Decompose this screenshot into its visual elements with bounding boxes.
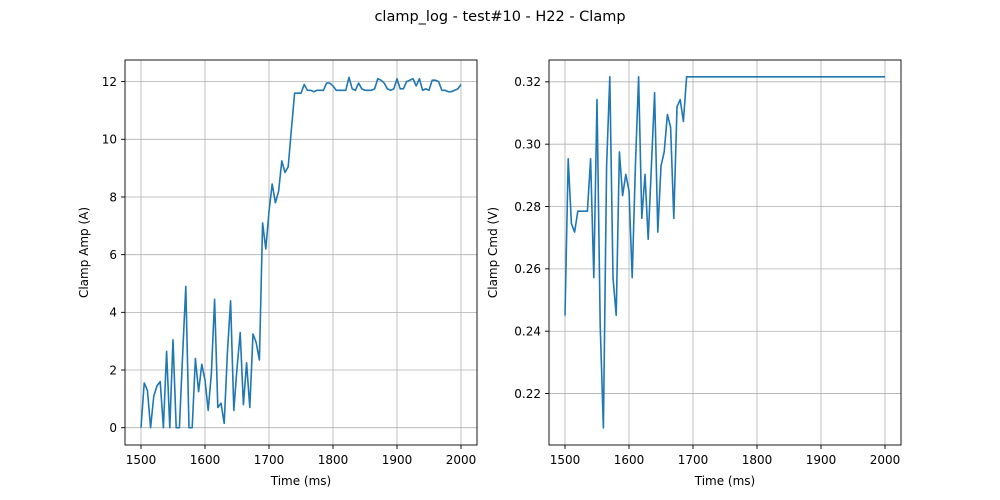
- figure-title: clamp_log - test#10 - H22 - Clamp: [374, 9, 625, 25]
- series-line: [564, 76, 885, 429]
- x-tick-label: 1500: [126, 453, 157, 467]
- left-chart-clamp-amp: 1500 1600 1700 1800 1900 2000 0 2 4 6 8 10 12 Time (m…: [77, 59, 478, 488]
- y-tick-label: 0.24: [514, 325, 541, 339]
- x-tick-label: 1600: [190, 453, 221, 467]
- x-axis-label: Time (ms): [270, 474, 332, 488]
- y-tick-label: 12: [102, 75, 117, 89]
- x-tick-label: 2000: [870, 453, 901, 467]
- y-axis-label: Clamp Cmd (V): [486, 207, 500, 298]
- y-tick-label: 0: [109, 421, 117, 435]
- axes-frame: [548, 59, 902, 446]
- x-tick-label: 1900: [382, 453, 413, 467]
- x-tick-label: 1800: [742, 453, 773, 467]
- y-tick-label: 0.30: [514, 137, 541, 151]
- x-tick-label: 1600: [614, 453, 645, 467]
- y-tick-label: 0.28: [514, 200, 541, 214]
- x-tick-label: 1900: [806, 453, 837, 467]
- plot-area: [125, 60, 477, 445]
- x-tick-label: 1500: [550, 453, 581, 467]
- y-tick-label: 8: [109, 190, 117, 204]
- series-line: [140, 76, 462, 429]
- y-tick-label: 4: [109, 306, 117, 320]
- x-axis-label: Time (ms): [694, 474, 756, 488]
- x-tick-label: 1700: [678, 453, 709, 467]
- y-tick-label: 0.26: [514, 262, 541, 276]
- right-chart-clamp-cmd: 1500 1600 1700 1800 1900 2000 0.22 0.24 0.26 0.28…: [486, 59, 902, 488]
- y-tick-label: 10: [102, 133, 117, 147]
- x-tick-label: 1800: [318, 453, 349, 467]
- y-axis-label: Clamp Amp (A): [77, 207, 91, 298]
- y-tick-label: 0.22: [514, 387, 541, 401]
- y-tick-label: 6: [109, 248, 117, 262]
- x-tick-label: 1700: [254, 453, 285, 467]
- axes-frame: [124, 59, 478, 446]
- y-tick-label: 0.32: [514, 75, 541, 89]
- y-tick-label: 2: [109, 363, 117, 377]
- x-tick-label: 2000: [446, 453, 477, 467]
